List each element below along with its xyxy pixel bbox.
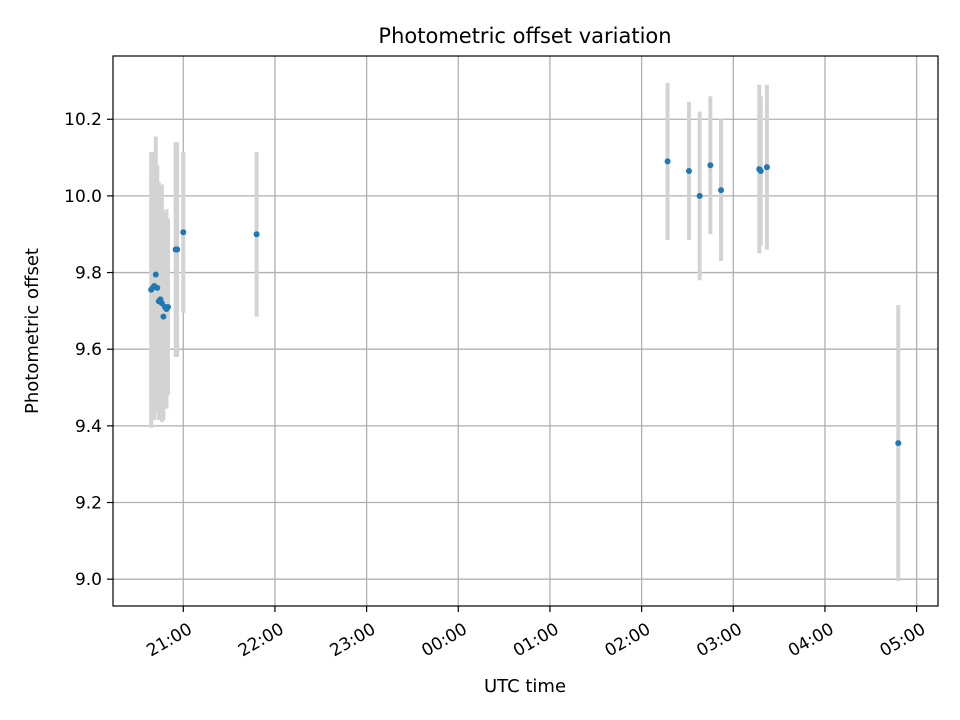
grid (113, 56, 938, 606)
data-point (763, 164, 770, 171)
data-point (707, 162, 714, 169)
y-tick-label: 9.2 (75, 494, 102, 514)
y-tick-label: 9.8 (75, 264, 102, 284)
data-point (154, 284, 161, 291)
data-point (174, 246, 181, 253)
data-point (152, 271, 159, 278)
plot-frame (112, 55, 939, 607)
data-point (160, 313, 167, 320)
x-axis-label: UTC time (484, 676, 566, 697)
y-tick-label: 10.0 (64, 187, 102, 207)
data-point (895, 440, 902, 447)
y-tick-label: 9.6 (75, 340, 102, 360)
y-tick-label: 10.2 (64, 110, 102, 130)
data-point (685, 167, 692, 174)
y-tick-label: 9.4 (75, 417, 102, 437)
data-point (253, 231, 260, 238)
chart-title: Photometric offset variation (378, 24, 671, 48)
y-tick-label: 9.0 (75, 570, 102, 590)
y-axis-label: Photometric offset (22, 248, 43, 414)
y-axis-ticks: 9.0 9.2 9.4 9.6 9.8 10.0 10.2 (64, 110, 113, 590)
data-point (165, 304, 171, 311)
data-point (757, 167, 764, 174)
plot-area (113, 56, 938, 606)
data-point (180, 229, 187, 236)
data-points (148, 158, 902, 447)
data-point (718, 187, 725, 194)
data-point (696, 192, 703, 199)
data-point (664, 158, 671, 165)
